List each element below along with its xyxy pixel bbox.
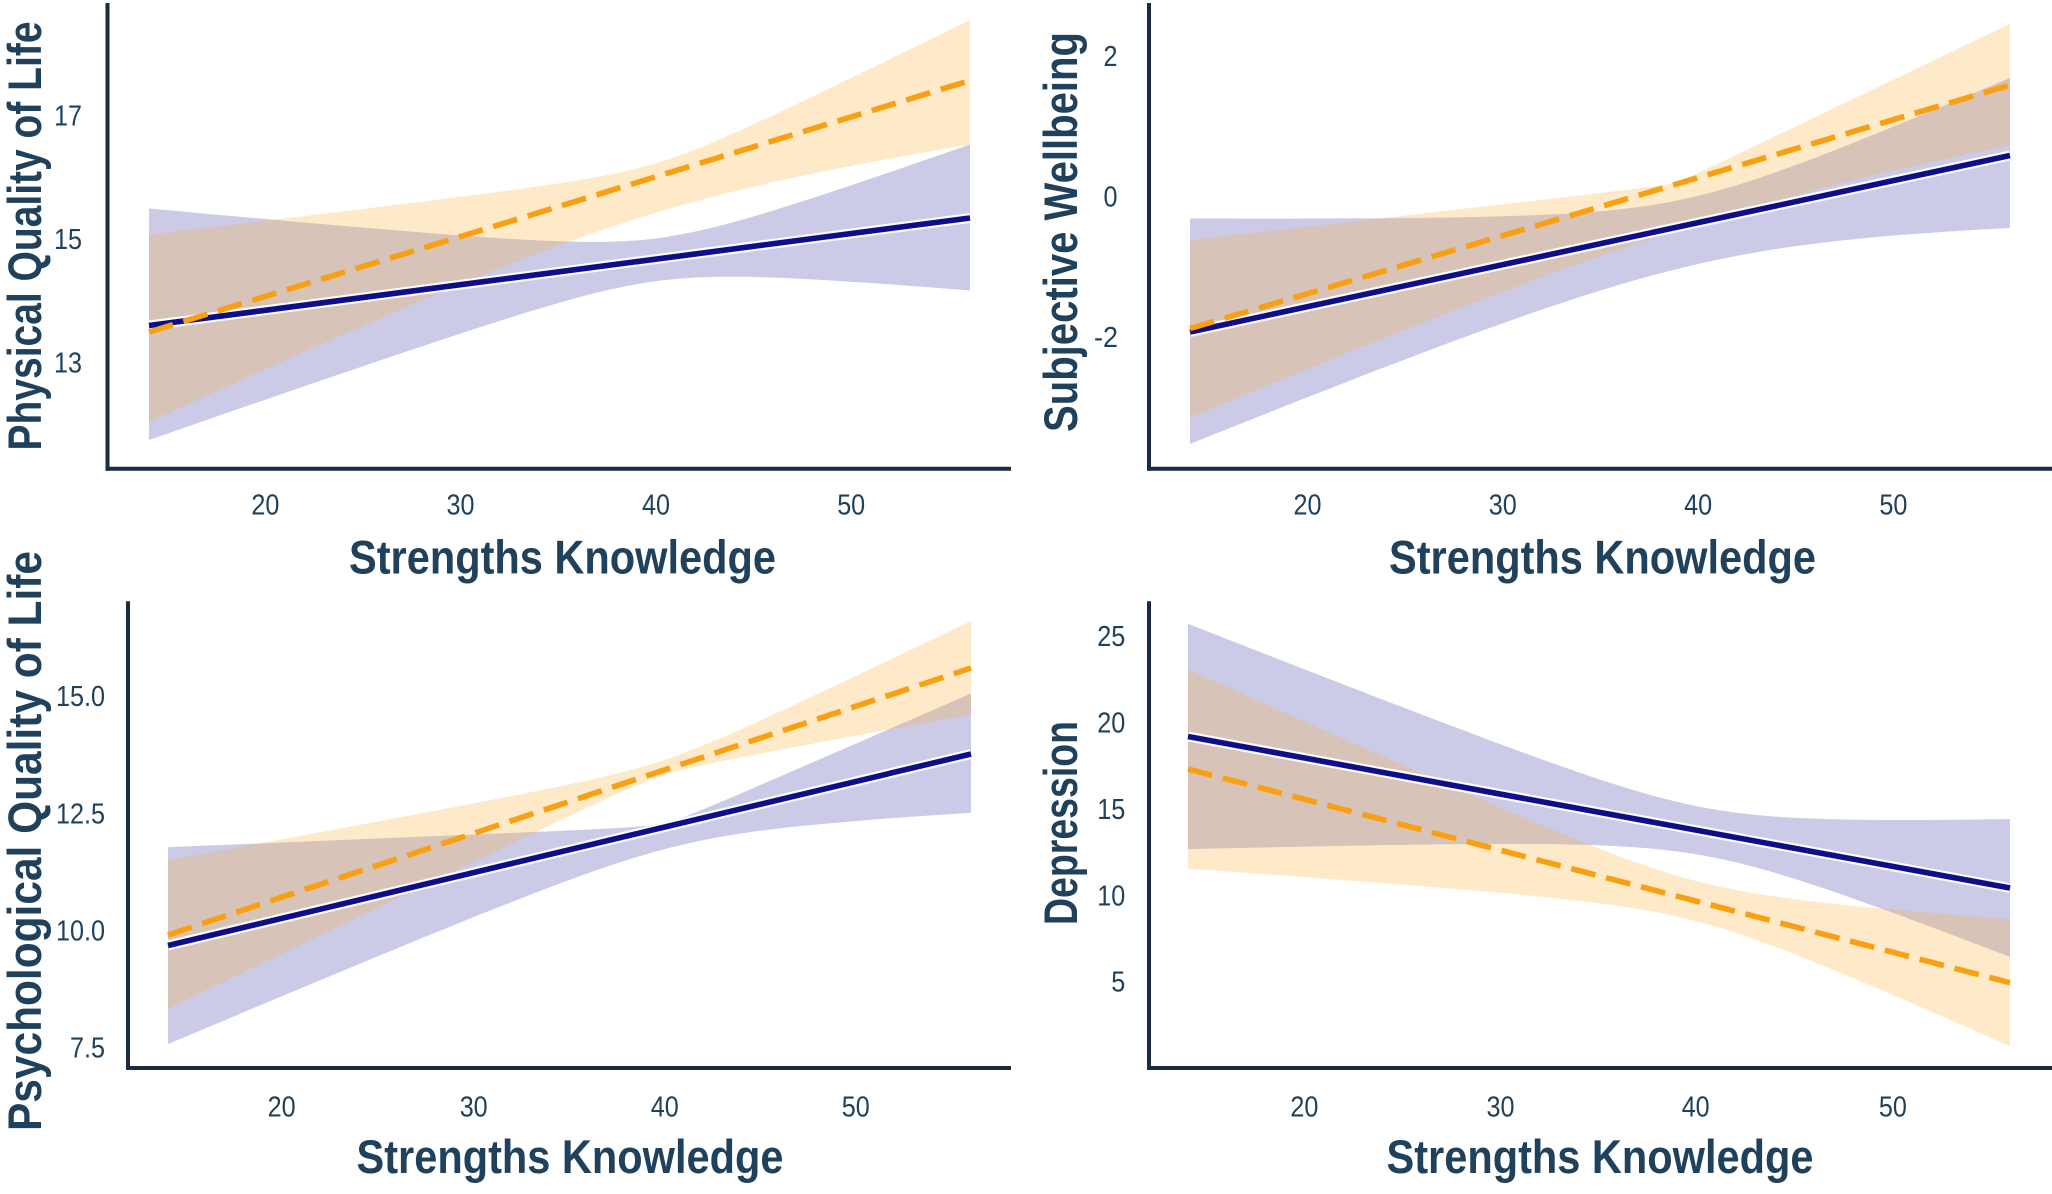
svg-text:Strengths Knowledge: Strengths Knowledge	[349, 531, 776, 584]
svg-text:-2: -2	[1094, 322, 1118, 354]
svg-text:50: 50	[842, 1092, 870, 1124]
svg-text:20: 20	[268, 1092, 296, 1124]
svg-text:0: 0	[1104, 182, 1118, 214]
svg-text:50: 50	[837, 489, 865, 521]
svg-text:5: 5	[1111, 967, 1125, 999]
svg-text:13: 13	[54, 347, 82, 379]
svg-text:30: 30	[1487, 1092, 1515, 1124]
svg-text:30: 30	[460, 1092, 488, 1124]
svg-text:Depression: Depression	[1034, 721, 1087, 925]
svg-text:15: 15	[54, 224, 82, 256]
svg-text:15: 15	[1097, 794, 1125, 826]
svg-text:Psychological Quality of Life: Psychological Quality of Life	[0, 551, 51, 1131]
svg-text:20: 20	[1290, 1092, 1318, 1124]
svg-text:2: 2	[1104, 41, 1118, 73]
svg-text:40: 40	[651, 1092, 679, 1124]
svg-text:40: 40	[1684, 489, 1712, 521]
svg-text:25: 25	[1097, 621, 1125, 653]
svg-text:Subjective Wellbeing: Subjective Wellbeing	[1034, 32, 1087, 432]
svg-text:20: 20	[1294, 489, 1322, 521]
svg-text:20: 20	[1097, 708, 1125, 740]
svg-text:Physical Quality of Life: Physical Quality of Life	[0, 22, 51, 451]
svg-text:40: 40	[642, 489, 670, 521]
svg-text:12.5: 12.5	[56, 798, 105, 830]
svg-text:15.0: 15.0	[56, 681, 105, 713]
svg-text:30: 30	[447, 489, 475, 521]
svg-text:50: 50	[1879, 489, 1907, 521]
svg-text:40: 40	[1682, 1092, 1710, 1124]
svg-text:10: 10	[1097, 880, 1125, 912]
svg-text:Strengths Knowledge: Strengths Knowledge	[1387, 1130, 1814, 1183]
svg-text:Strengths Knowledge: Strengths Knowledge	[1389, 531, 1816, 584]
svg-text:17: 17	[54, 101, 82, 133]
svg-text:20: 20	[251, 489, 279, 521]
svg-text:30: 30	[1489, 489, 1517, 521]
svg-text:50: 50	[1879, 1092, 1907, 1124]
svg-text:7.5: 7.5	[70, 1033, 105, 1065]
svg-text:10.0: 10.0	[56, 916, 105, 948]
svg-text:Strengths Knowledge: Strengths Knowledge	[357, 1130, 784, 1183]
